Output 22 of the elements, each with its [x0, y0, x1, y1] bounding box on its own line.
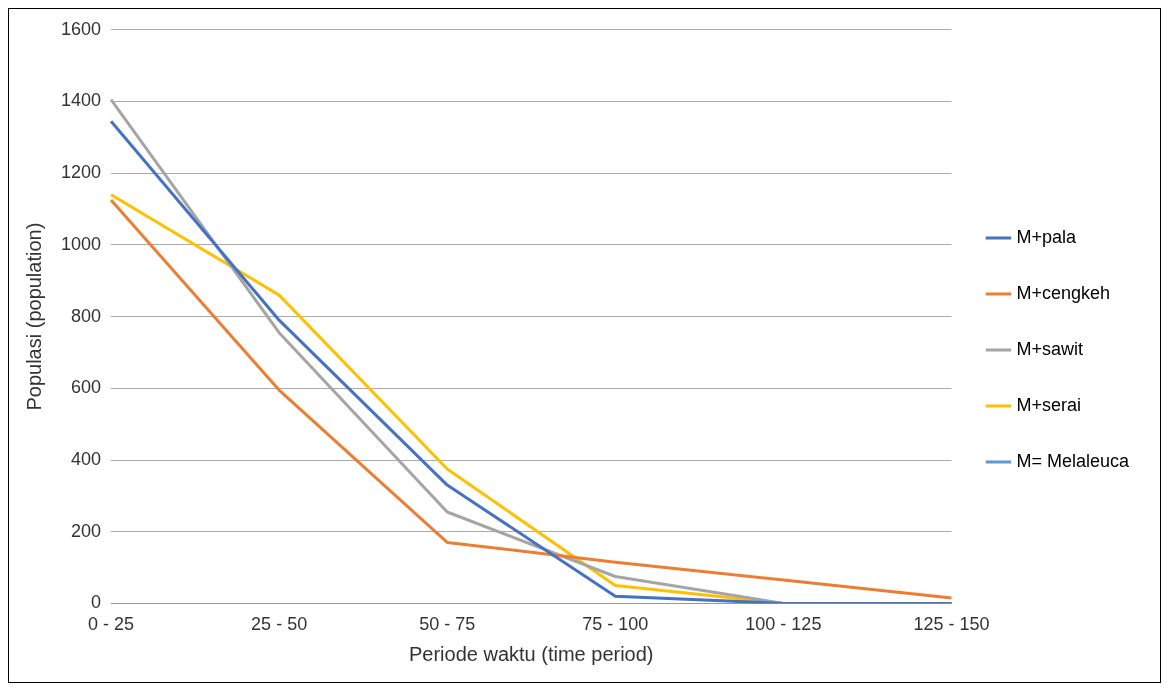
x-tick-label: 0 - 25: [88, 614, 135, 635]
y-axis-title: Populasi (population): [22, 222, 45, 411]
y-tick-label: 400: [71, 448, 102, 469]
x-tick-label: 100 - 125: [745, 614, 822, 635]
y-tick-label: 800: [71, 305, 102, 326]
x-tick-label: 125 - 150: [913, 614, 990, 635]
legend-label: M+sawit: [1016, 338, 1083, 359]
legend-label: M= Melaleuca: [1016, 450, 1130, 471]
y-tick-label: 0: [91, 592, 102, 613]
x-tick-label: 25 - 50: [251, 614, 308, 635]
y-tick-label: 1400: [61, 90, 102, 111]
y-tick-label: 1200: [61, 162, 102, 183]
y-tick-label: 200: [71, 520, 102, 541]
x-tick-label: 50 - 75: [419, 614, 476, 635]
legend-label: M+serai: [1016, 394, 1081, 415]
legend-label: M+cengkeh: [1016, 282, 1111, 303]
x-tick-label: 75 - 100: [582, 614, 649, 635]
y-tick-label: 600: [71, 377, 102, 398]
legend-label: M+pala: [1016, 226, 1077, 247]
x-axis-title: Periode waktu (time period): [408, 642, 654, 665]
y-tick-label: 1000: [61, 233, 102, 254]
y-tick-label: 1600: [61, 18, 102, 39]
